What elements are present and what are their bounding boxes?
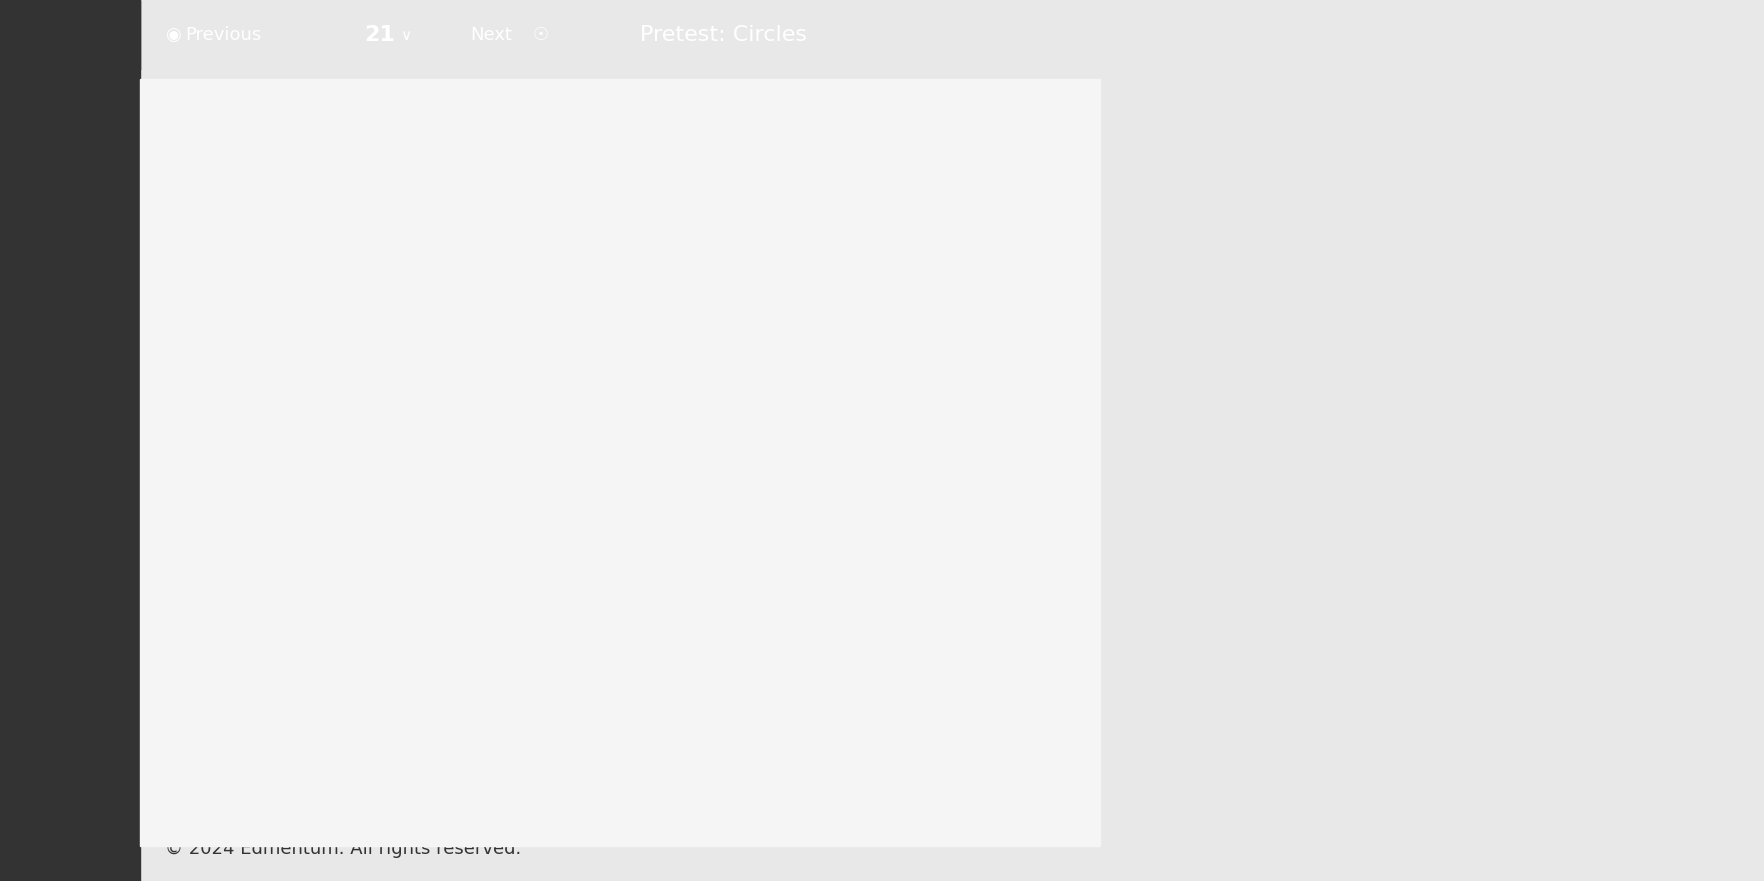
Text: = 56°, and m: = 56°, and m [617,123,771,143]
Bar [0,0,139,881]
Text: Pretest: Circles: Pretest: Circles [640,26,806,45]
Text: ?: ? [594,676,605,696]
Text: 21: 21 [365,26,395,45]
Text: KL: KL [587,123,617,143]
Text: C: C [543,419,557,439]
Text: H: H [653,373,667,391]
Text: , m: , m [425,123,466,143]
Text: LJH: LJH [556,676,594,696]
Text: LH: LH [737,123,767,143]
Text: G: G [501,553,515,572]
Text: J: J [427,559,432,578]
Text: = 38°, m: = 38°, m [497,123,605,143]
Text: Figure not drawn to scale: Figure not drawn to scale [385,624,614,642]
Text: In circle: In circle [305,123,393,143]
Text: ∨: ∨ [400,27,411,43]
Text: © 2024 Edmentum. All rights reserved.: © 2024 Edmentum. All rights reserved. [164,840,520,858]
Text: Next: Next [469,26,512,44]
Text: GK: GK [467,123,501,143]
Text: = 86°.: = 86°. [767,123,841,143]
Bar [0,0,139,70]
Text: Previous: Previous [185,26,261,44]
Text: What is the measure of angle: What is the measure of angle [305,676,619,696]
Text: K: K [381,396,395,416]
Text: C: C [407,123,423,143]
Text: Select the correct answer.: Select the correct answer. [305,86,577,106]
Text: ☉: ☉ [533,26,549,44]
Text: ◉: ◉ [164,26,180,44]
Text: L: L [462,293,475,312]
